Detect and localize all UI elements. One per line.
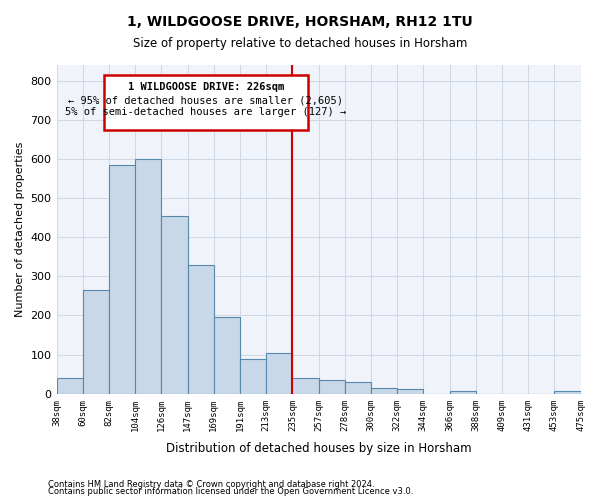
Text: Size of property relative to detached houses in Horsham: Size of property relative to detached ho… — [133, 38, 467, 51]
Text: ← 95% of detached houses are smaller (2,605): ← 95% of detached houses are smaller (2,… — [68, 95, 343, 105]
Bar — [240, 358, 266, 394]
Bar — [554, 391, 581, 394]
Bar — [214, 318, 240, 394]
Y-axis label: Number of detached properties: Number of detached properties — [15, 142, 25, 317]
Bar — [266, 354, 292, 394]
Bar — [109, 165, 135, 394]
Bar — [161, 216, 188, 394]
Text: Contains HM Land Registry data © Crown copyright and database right 2024.: Contains HM Land Registry data © Crown c… — [48, 480, 374, 489]
Text: 1 WILDGOOSE DRIVE: 226sqm: 1 WILDGOOSE DRIVE: 226sqm — [128, 82, 284, 92]
Bar — [345, 382, 371, 394]
Text: 1, WILDGOOSE DRIVE, HORSHAM, RH12 1TU: 1, WILDGOOSE DRIVE, HORSHAM, RH12 1TU — [127, 15, 473, 29]
Bar — [319, 380, 345, 394]
Bar — [83, 290, 109, 394]
Text: Contains public sector information licensed under the Open Government Licence v3: Contains public sector information licen… — [48, 487, 413, 496]
Bar — [56, 378, 83, 394]
X-axis label: Distribution of detached houses by size in Horsham: Distribution of detached houses by size … — [166, 442, 472, 455]
Bar — [397, 388, 424, 394]
Bar — [292, 378, 319, 394]
FancyBboxPatch shape — [104, 75, 308, 130]
Bar — [135, 159, 161, 394]
Text: 5% of semi-detached houses are larger (127) →: 5% of semi-detached houses are larger (1… — [65, 107, 346, 117]
Bar — [449, 390, 476, 394]
Bar — [371, 388, 397, 394]
Bar — [188, 266, 214, 394]
